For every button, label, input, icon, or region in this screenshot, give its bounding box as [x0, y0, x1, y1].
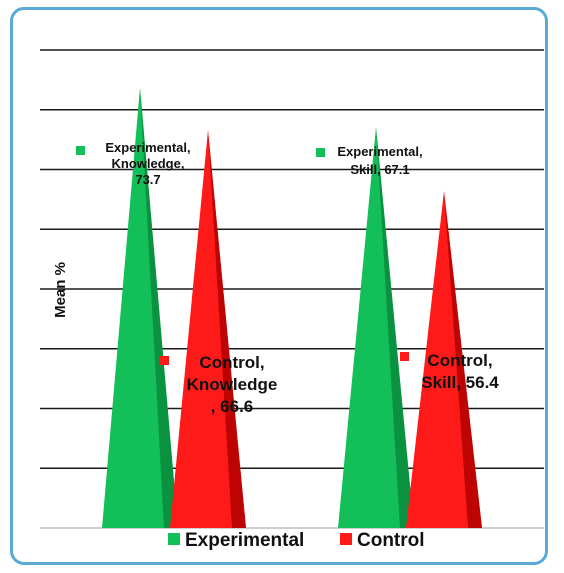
data-label-marker: [160, 356, 169, 365]
cone-shadow: [444, 191, 482, 528]
cone-shadow: [140, 87, 178, 528]
data-labels: Experimental,Knowledge,73.7Experimental,…: [76, 140, 499, 416]
legend-swatch: [340, 533, 352, 545]
bar-experimental-knowledge: [102, 87, 178, 528]
data-label: Experimental,Knowledge,73.7: [76, 140, 191, 187]
data-label-text: Experimental,: [105, 140, 190, 155]
data-label-text: 73.7: [135, 172, 160, 187]
data-label-marker: [76, 146, 85, 155]
bar-experimental-skill: [338, 127, 414, 528]
data-label-text: Control,: [199, 353, 264, 372]
data-label-text: , 66.6: [211, 397, 254, 416]
bars: [102, 87, 482, 528]
y-axis-label: Mean %: [52, 262, 69, 318]
legend-label: Control: [357, 530, 425, 551]
bar-control-knowledge: [170, 130, 246, 528]
legend-label: Experimental: [185, 530, 304, 551]
data-label-marker: [400, 352, 409, 361]
data-label-text: Skill, 56.4: [421, 373, 499, 392]
data-label-marker: [316, 148, 325, 157]
legend: Experimental Control: [168, 530, 425, 551]
data-label: Control, Skill, 56.4: [400, 351, 499, 392]
legend-swatch: [168, 533, 180, 545]
data-label-text: Skill, 67.1: [350, 162, 409, 177]
data-label-text: Knowledge: [187, 375, 278, 394]
cone-shadow: [376, 127, 414, 528]
bar-control-skill: [406, 191, 482, 528]
data-label-text: Knowledge,: [112, 156, 185, 171]
data-label-text: Experimental,: [337, 144, 422, 159]
legend-item-control: Control: [340, 530, 425, 551]
cone-shadow: [208, 130, 246, 528]
legend-item-experimental: Experimental: [168, 530, 304, 551]
data-label: Experimental, Skill, 67.1: [316, 144, 423, 177]
data-label-text: Control,: [427, 351, 492, 370]
data-label: Control, Knowledge , 66.6: [160, 353, 277, 416]
